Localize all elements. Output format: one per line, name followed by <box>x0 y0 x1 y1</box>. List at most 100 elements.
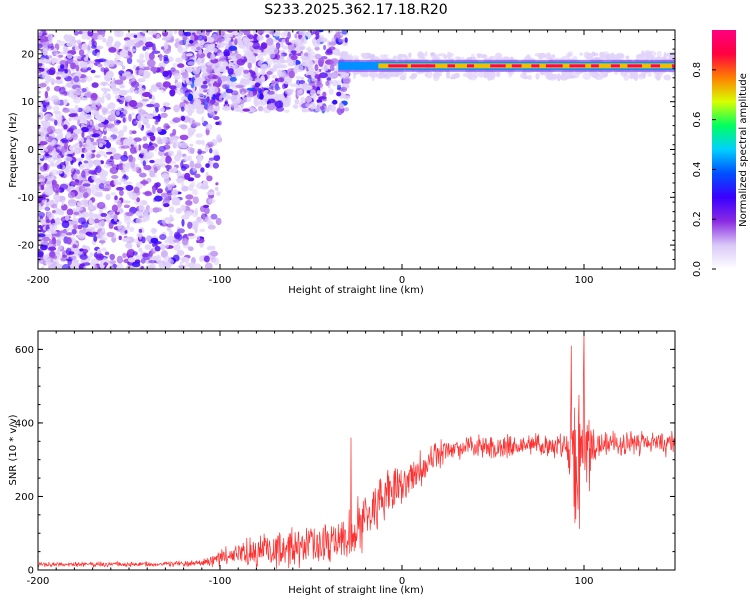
heatmap-cell <box>256 30 265 35</box>
heatmap-cell <box>72 55 82 60</box>
heatmap-cell <box>88 217 93 225</box>
heatmap-cell <box>328 46 336 51</box>
heatmap-cell <box>135 210 144 217</box>
heatmap-cell <box>71 255 77 260</box>
heatmap-cell <box>120 154 128 162</box>
heatmap-cell <box>408 52 412 58</box>
heatmap-cell <box>123 109 128 115</box>
heatmap-cell <box>213 47 218 53</box>
heatmap-cell <box>598 72 606 79</box>
heatmap-cell <box>70 262 79 269</box>
heatmap-cell <box>173 239 180 243</box>
heatmap-cell <box>43 162 48 171</box>
heatmap-cell <box>139 53 145 60</box>
heatmap-cell <box>265 93 271 99</box>
heatmap-cell <box>433 53 437 60</box>
heatmap-band-peak <box>410 64 430 68</box>
heatmap-cell <box>136 197 141 203</box>
heatmap-cell <box>47 184 54 190</box>
heatmap-cell <box>200 167 205 173</box>
heatmap-cell <box>361 53 368 59</box>
heatmap-cell <box>81 97 88 101</box>
heatmap-cell <box>236 38 243 45</box>
heatmap-cell <box>43 206 50 211</box>
heatmap-cell <box>540 52 546 58</box>
heatmap-cell <box>79 164 84 170</box>
heatmap-cell <box>526 54 531 58</box>
heatmap-cell <box>276 94 285 101</box>
heatmap-cell <box>111 164 118 169</box>
heatmap-cell <box>210 213 218 220</box>
heatmap-cell <box>148 260 157 264</box>
heatmap-cell <box>241 91 245 99</box>
heatmap-cell <box>66 153 73 158</box>
heatmap-cell <box>171 197 181 206</box>
heatmap-cell <box>298 30 305 36</box>
heatmap-cell <box>42 48 48 56</box>
heatmap-cell <box>234 38 238 46</box>
heatmap-cell <box>243 96 252 103</box>
heatmap-cell <box>277 77 285 83</box>
heatmap-cell <box>173 231 181 240</box>
heatmap-cell <box>145 41 154 48</box>
heatmap-cell <box>165 125 171 129</box>
heatmap-cell <box>63 124 68 130</box>
heatmap-cell <box>217 66 227 72</box>
heatmap-cell <box>69 185 75 190</box>
heatmap-cell <box>112 89 120 95</box>
heatmap-cell <box>58 170 63 174</box>
heatmap-cell <box>46 86 50 92</box>
heatmap-cell <box>52 151 59 156</box>
heatmap-cell <box>64 68 68 74</box>
heatmap-cell <box>160 107 166 112</box>
heatmap-cell <box>50 169 59 176</box>
heatmap-cell <box>177 63 185 68</box>
heatmap-cell <box>56 76 62 80</box>
heatmap-cell <box>294 33 298 39</box>
heatmap-cell <box>207 105 216 113</box>
heatmap-cell <box>201 213 206 219</box>
heatmap-cell <box>275 30 281 34</box>
heatmap-cell <box>159 53 163 62</box>
heatmap-cell <box>155 254 162 263</box>
heatmap-cell <box>260 42 268 50</box>
heatmap-cell <box>283 78 292 85</box>
heatmap-cell <box>180 115 186 122</box>
heatmap-cell <box>160 112 168 118</box>
heatmap-cell <box>142 98 149 102</box>
heatmap-cell <box>312 51 316 59</box>
heatmap-cell <box>91 110 100 116</box>
heatmap-cell <box>237 33 242 39</box>
heatmap-cell <box>81 30 88 34</box>
heatmap-cell <box>103 262 109 266</box>
heatmap-cell <box>209 148 213 154</box>
heatmap-cell <box>137 123 143 129</box>
heatmap-cell <box>185 200 193 206</box>
heatmap-cell <box>146 235 152 242</box>
heatmap-cell <box>106 42 110 47</box>
heatmap-cell <box>293 66 298 74</box>
heatmap-cell <box>39 218 46 224</box>
heatmap-cell <box>206 191 215 196</box>
colorbar-tick-label: 0.6 <box>692 112 703 128</box>
heatmap-cell <box>175 38 180 43</box>
heatmap-cell <box>125 226 130 231</box>
heatmap-cell <box>105 141 112 149</box>
heatmap-cell <box>535 73 540 80</box>
heatmap-cell <box>162 70 169 77</box>
heatmap-cell <box>48 58 52 65</box>
colorbar-bar <box>712 30 736 269</box>
heatmap-cell <box>565 53 572 58</box>
heatmap-cell <box>161 192 169 198</box>
heatmap-cell <box>120 145 130 149</box>
heatmap-cell <box>202 204 210 209</box>
heatmap-cell <box>142 136 148 142</box>
snr-x-tick-label: -100 <box>209 576 232 587</box>
heatmap-cell <box>206 175 213 182</box>
heatmap-cell <box>142 92 151 98</box>
heatmap-cell <box>83 160 89 164</box>
heatmap-cell <box>177 208 182 213</box>
heatmap-cell <box>196 35 205 41</box>
heatmap-cell <box>208 157 215 161</box>
heatmap-cell <box>224 101 228 105</box>
